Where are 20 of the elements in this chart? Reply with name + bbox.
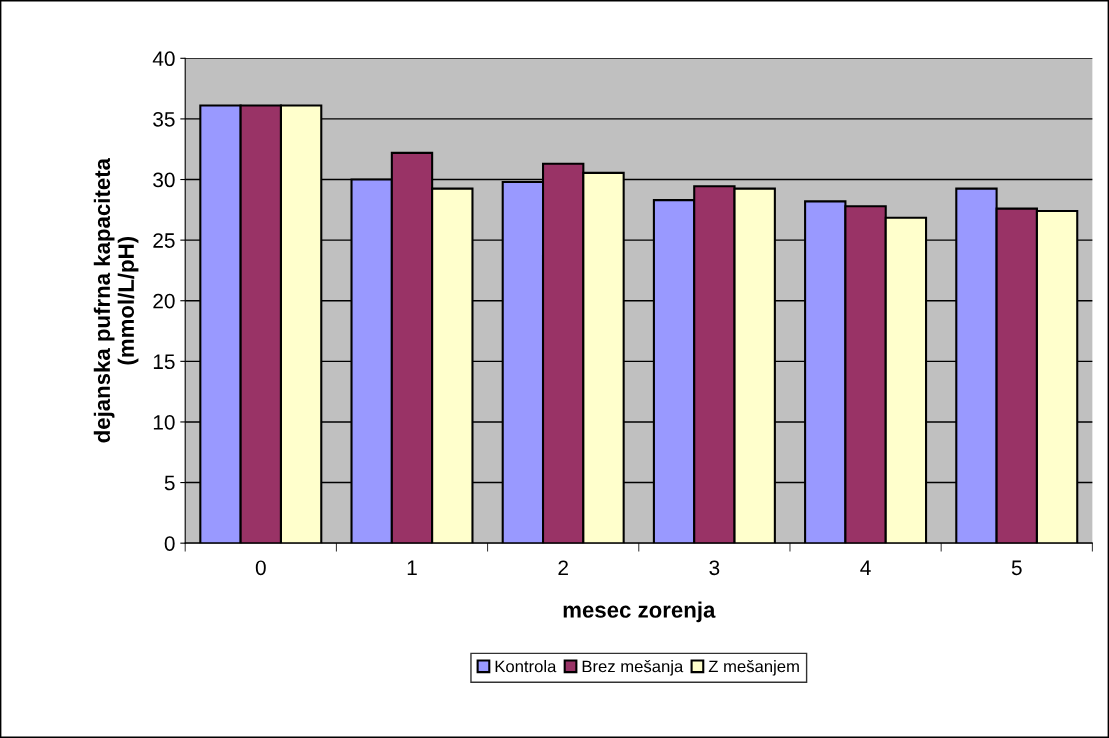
x-tick-label: 1 xyxy=(407,560,417,575)
y-tick-label: 5 xyxy=(164,475,175,491)
y-tick-label: 10 xyxy=(153,414,175,430)
x-axis-title: mesec zorenja xyxy=(563,601,716,623)
x-tick-label: 4 xyxy=(860,560,871,575)
x-tick-label: 2 xyxy=(558,560,568,575)
legend-label: Brez mešanja xyxy=(582,659,684,676)
y-tick-label: 15 xyxy=(153,354,175,370)
y-axis-title: dejanska pufrna kapaciteta (mmol/L/pH) xyxy=(93,157,139,443)
y-tick-label: 40 xyxy=(152,51,175,67)
legend-label: Kontrola xyxy=(495,660,557,673)
y-tick-label: 35 xyxy=(153,111,175,127)
y-tick-label: 30 xyxy=(153,172,175,188)
x-tick-label: 5 xyxy=(1011,560,1022,576)
legend-label: Z mešanjem xyxy=(708,659,799,676)
x-tick-label: 0 xyxy=(255,560,266,576)
x-tick-label: 3 xyxy=(709,560,720,576)
y-tick-label: 0 xyxy=(164,536,175,551)
y-tick-label: 20 xyxy=(153,293,175,309)
y-tick-label: 25 xyxy=(153,233,175,248)
